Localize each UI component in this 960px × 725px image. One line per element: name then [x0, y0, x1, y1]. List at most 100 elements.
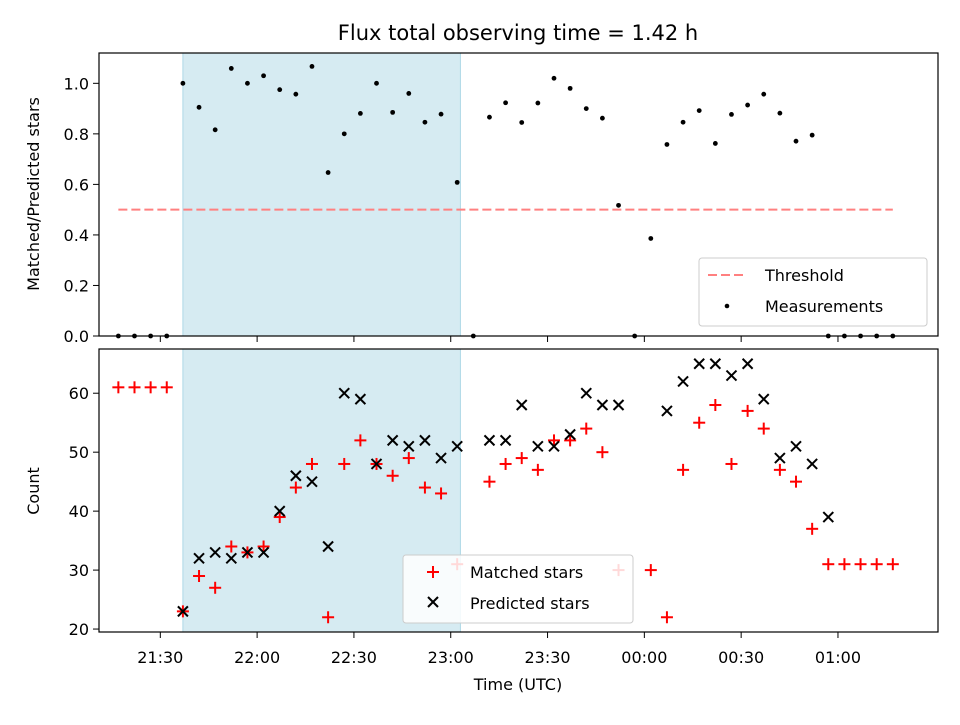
predicted-star-mark-b — [322, 540, 334, 553]
predicted-star-mark-b — [532, 440, 544, 452]
measurement-point — [438, 111, 444, 117]
predicted-star-mark-b — [741, 358, 754, 370]
measurement-point — [277, 87, 283, 93]
observing-window-span — [182, 52, 461, 337]
predicted-star-mark-b — [516, 399, 528, 411]
predicted-star-point — [483, 434, 496, 447]
matched-star-point — [160, 381, 173, 394]
measurement-point — [600, 115, 605, 121]
measurement-point — [616, 202, 621, 208]
predicted-star-mark-b — [758, 393, 770, 405]
count-panel: 20 30 40 50 60 21:30 22:00 22:30 23:00 23:30 00:0… — [24, 348, 939, 694]
predicted-star-mark-b — [806, 458, 818, 470]
predicted-star-point — [290, 470, 302, 482]
predicted-star-mark-b — [274, 505, 286, 517]
ratio-x-ticks — [159, 336, 839, 342]
legend-threshold-label: Threshold — [764, 266, 844, 285]
predicted-star-mark-b — [709, 358, 722, 370]
predicted-star-point — [612, 399, 625, 411]
matched-star-point — [644, 564, 657, 577]
predicted-star-point — [758, 393, 770, 405]
predicted-star-mark-b — [338, 387, 350, 399]
ratio-y-tick-label: 0.4 — [64, 226, 89, 245]
predicted-star-point — [386, 434, 399, 447]
legend-matched-label: Matched stars — [470, 563, 583, 582]
x-tick-label: 23:00 — [428, 648, 474, 667]
predicted-star-mark-b — [580, 387, 592, 399]
measurement-point — [309, 63, 315, 69]
matched-star-point — [806, 522, 819, 535]
predicted-star-mark-b — [661, 405, 673, 417]
predicted-star-point — [274, 505, 286, 517]
count-plot-frame — [98, 348, 939, 633]
measurement-point — [180, 80, 186, 86]
matched-star-point — [822, 558, 835, 571]
predicted-star-mark-b — [403, 440, 415, 452]
predicted-star-mark-b — [290, 470, 302, 482]
matched-star-point — [741, 404, 754, 417]
measurement-point — [357, 110, 363, 116]
matched-star-point — [854, 558, 867, 571]
matched-star-point — [435, 487, 448, 500]
predicted-star-point — [548, 440, 560, 452]
measurement-point — [664, 142, 670, 147]
measurement-point — [196, 104, 202, 110]
predicted-star-point — [693, 358, 705, 370]
matched-star-point — [386, 469, 399, 482]
measurement-point — [761, 91, 767, 97]
predicted-star-mark-b — [596, 399, 609, 411]
matched-star-point — [354, 434, 367, 447]
predicted-star-mark-b — [725, 369, 738, 382]
predicted-star-mark-b — [612, 399, 625, 411]
measurement-point — [696, 108, 702, 114]
measurement-point — [228, 66, 234, 71]
predicted-star-point — [306, 475, 318, 488]
ratio-y-tick-label: 0.6 — [64, 175, 89, 194]
predicted-star-point — [774, 452, 786, 464]
matched-star-point — [289, 481, 302, 494]
legend-measurements-swatch — [724, 303, 730, 309]
matched-star-point — [112, 381, 125, 394]
predicted-star-mark-b — [177, 605, 189, 618]
predicted-star-mark-b — [790, 440, 802, 452]
predicted-star-point — [516, 399, 528, 411]
ratio-y-ticks: 0.0 0.2 0.4 0.6 0.8 1.0 — [64, 74, 99, 346]
measurement-point — [809, 132, 815, 138]
measurement-point — [454, 179, 460, 185]
predicted-star-point — [806, 458, 818, 470]
measurement-point — [374, 80, 379, 86]
predicted-star-point — [225, 552, 238, 565]
measurement-point — [551, 75, 557, 81]
predicted-star-point — [241, 546, 254, 559]
measurement-point — [487, 114, 492, 120]
measurement-point — [777, 110, 783, 116]
predicted-star-mark-b — [209, 546, 221, 559]
count-y-tick-label: 30 — [69, 561, 89, 580]
predicted-star-point — [596, 399, 609, 411]
predicted-star-mark-b — [386, 434, 399, 447]
count-y-tick-label: 40 — [69, 502, 89, 521]
matched-star-point — [580, 422, 593, 435]
count-y-tick-label: 60 — [69, 384, 89, 403]
legend-matched-swatch — [427, 566, 439, 578]
predicted-star-mark-b — [241, 546, 254, 559]
predicted-star-mark-b — [693, 358, 705, 370]
count-y-axis-label: Count — [24, 467, 43, 515]
matched-star-point — [596, 446, 609, 459]
predicted-star-point — [370, 458, 383, 470]
measurement-point — [341, 131, 347, 137]
measurement-point — [212, 127, 218, 133]
count-y-tick-label: 20 — [69, 620, 89, 639]
predicted-stars-series — [177, 358, 834, 618]
predicted-star-point — [354, 393, 367, 405]
predicted-star-mark-b — [483, 434, 496, 447]
count-x-ticks: 21:30 22:00 22:30 23:00 23:30 00:00 00:30 01:00 — [137, 632, 861, 667]
matched-star-point — [693, 416, 706, 429]
predicted-star-mark-b — [354, 393, 367, 405]
predicted-star-mark-b — [451, 440, 463, 452]
predicted-star-mark-b — [822, 511, 834, 523]
x-tick-label: 00:30 — [718, 648, 764, 667]
measurement-point — [519, 120, 525, 125]
matched-star-point — [128, 381, 141, 394]
